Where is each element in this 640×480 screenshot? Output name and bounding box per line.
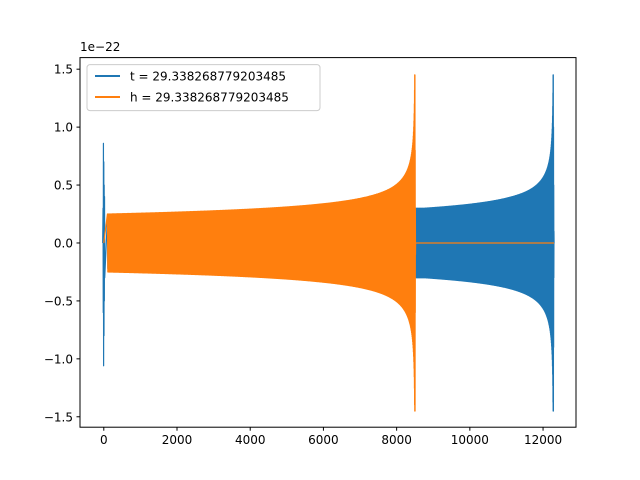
y-offset-label: 1e−22	[80, 40, 120, 54]
series-layer	[102, 74, 555, 412]
y-tick-label: 1.5	[54, 63, 73, 77]
x-tick-label: 6000	[308, 433, 339, 447]
legend-label-t: t = 29.338268779203485	[130, 70, 286, 84]
plot-frame	[79, 57, 577, 428]
x-tick-label: 0	[100, 433, 108, 447]
x-tick-label: 2000	[162, 433, 193, 447]
series-line-h	[103, 74, 555, 412]
x-tick-label: 10000	[451, 433, 489, 447]
y-tick-label: 0.5	[54, 179, 73, 193]
legend-box	[86, 64, 321, 112]
y-tick-label: 0.0	[54, 236, 73, 250]
y-tick-label: −0.5	[44, 294, 73, 308]
legend: t = 29.338268779203485 h = 29.3382687792…	[86, 64, 321, 112]
x-tick-label: 4000	[235, 433, 266, 447]
x-axis: 0 2000 4000 6000 8000 10000 12000	[100, 427, 562, 447]
x-tick-label: 8000	[381, 433, 412, 447]
y-tick-label: 1.0	[54, 121, 73, 135]
x-tick-label: 12000	[524, 433, 562, 447]
legend-label-h: h = 29.338268779203485	[130, 91, 289, 105]
y-tick-label: −1.0	[44, 352, 73, 366]
y-tick-label: −1.5	[44, 410, 73, 424]
y-axis: −1.5 −1.0 −0.5 0.0 0.5 1.0 1.5	[44, 63, 80, 424]
